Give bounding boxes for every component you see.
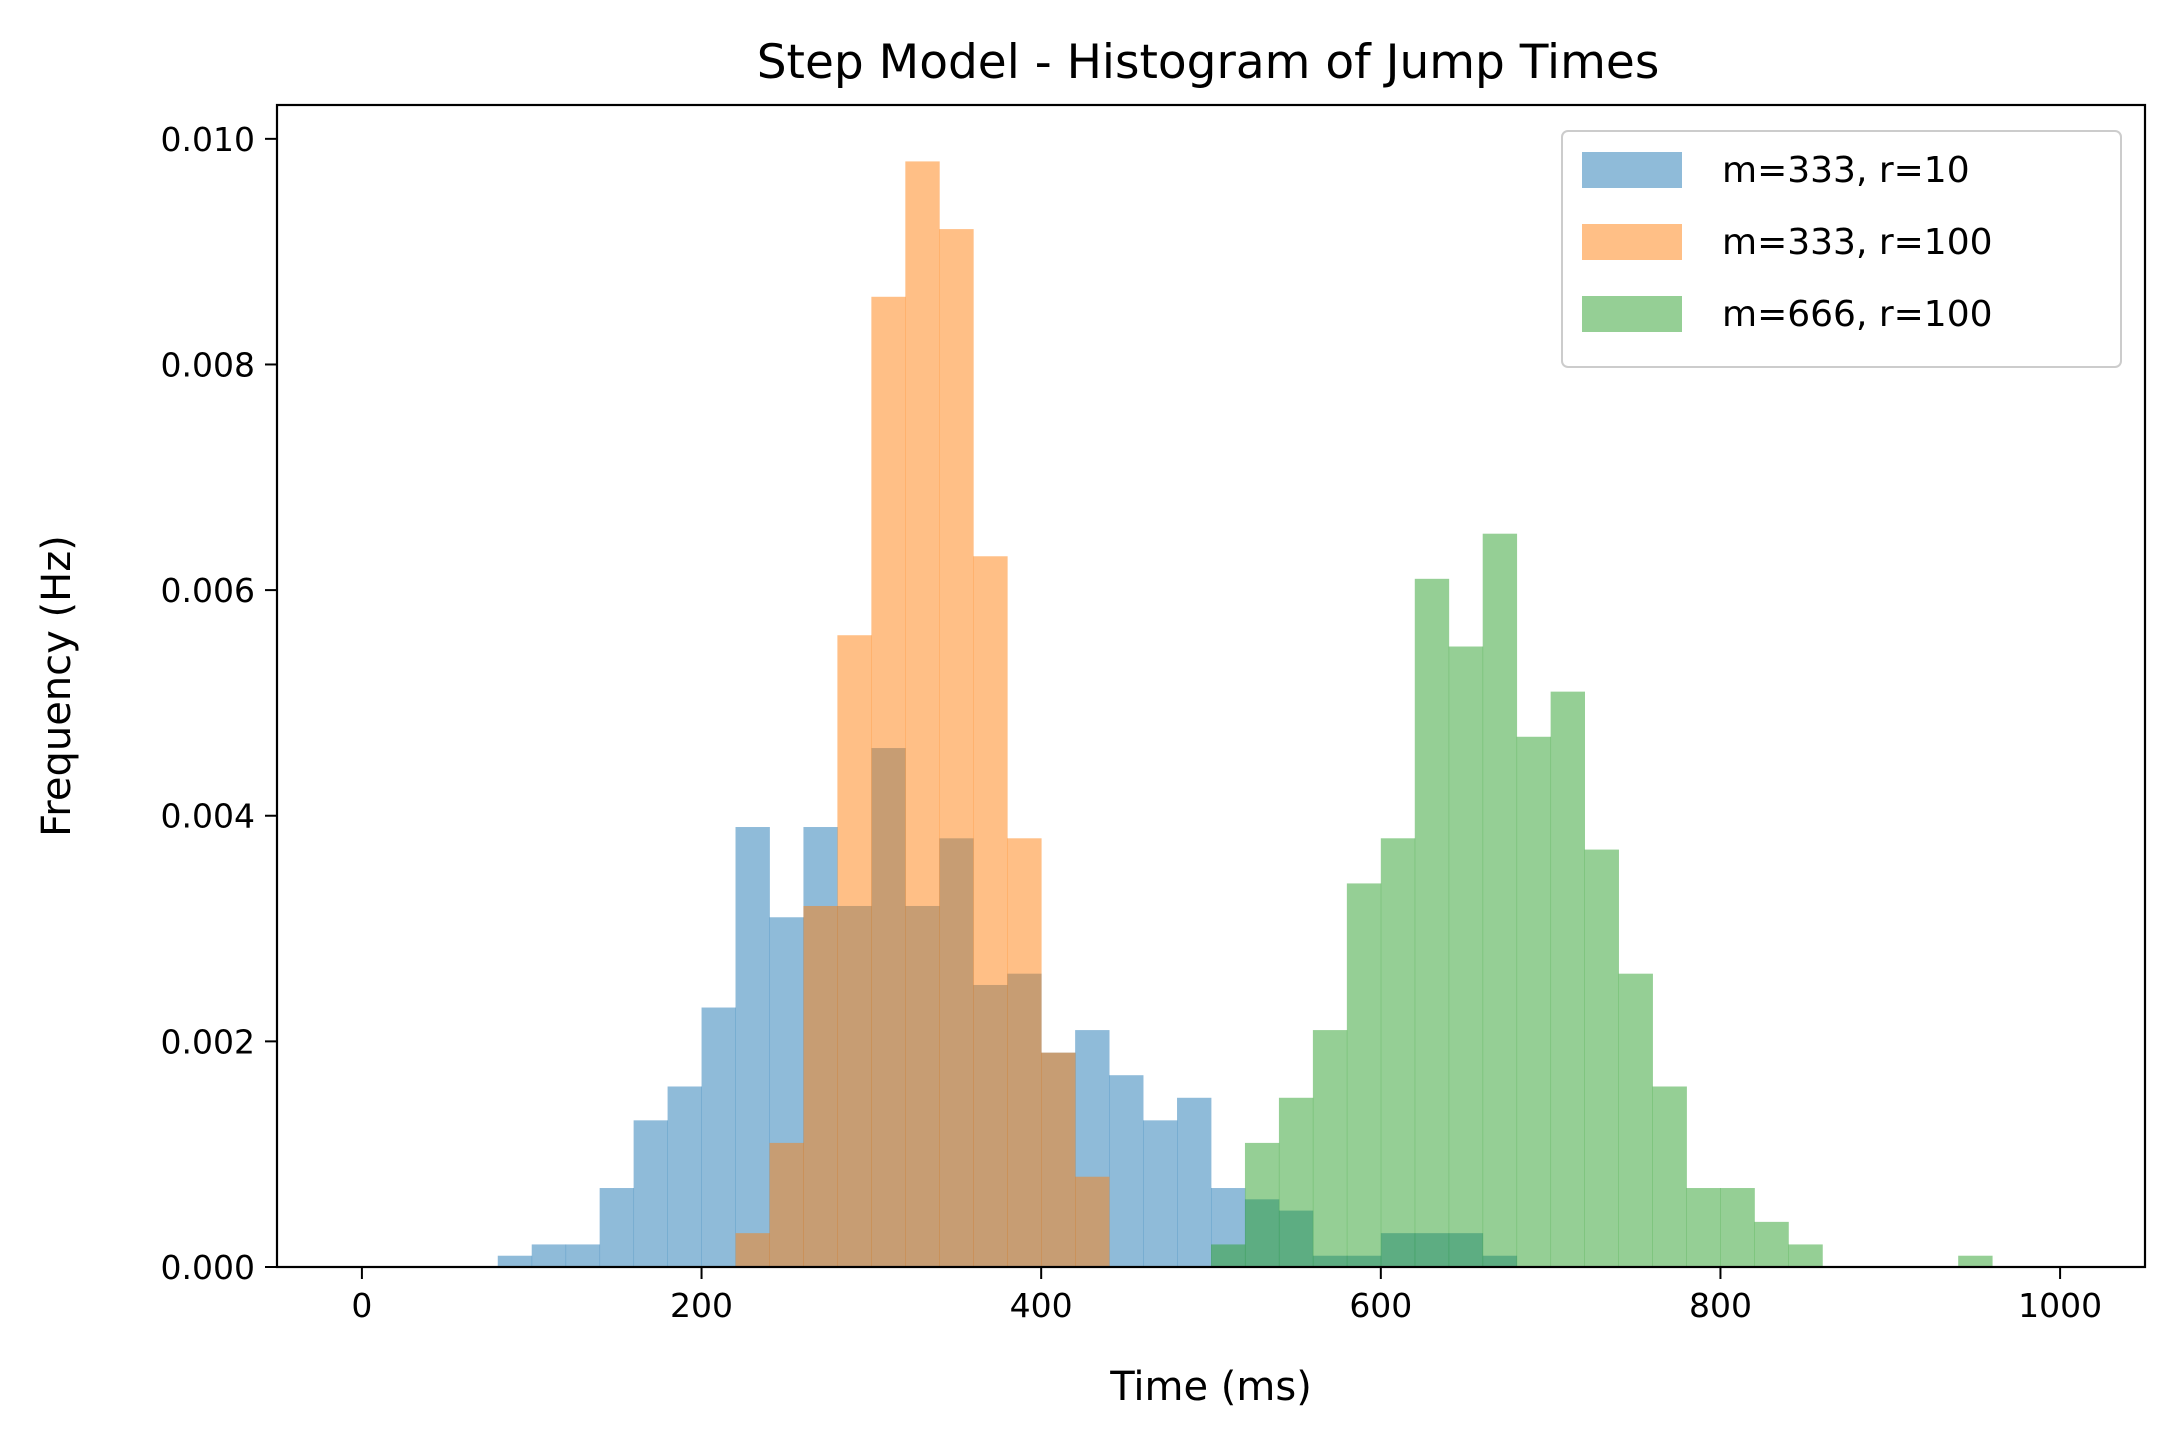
legend-frame [1561, 130, 2122, 368]
legend-swatch [1582, 296, 1682, 332]
histogram-bar [531, 1244, 567, 1267]
histogram-bar [1788, 1244, 1823, 1267]
y-tick-label: 0.010 [161, 120, 255, 159]
histogram-bar [1312, 1030, 1348, 1267]
y-tick-label: 0.004 [161, 797, 255, 836]
histogram-bar [1380, 838, 1416, 1267]
histogram-bar [1143, 1120, 1178, 1267]
histogram-bar [1346, 883, 1382, 1267]
histogram-bar [803, 905, 838, 1267]
axes-frame [275, 103, 2147, 1269]
histogram-bar [1652, 1086, 1687, 1267]
histogram-bar [1278, 1097, 1314, 1267]
x-tick-label: 200 [670, 1286, 733, 1325]
histogram-bar [769, 1142, 804, 1267]
y-axis-ticks: 0.000 0.002 0.004 0.006 0.008 0.010 [161, 120, 277, 1287]
x-tick-label: 0 [351, 1286, 372, 1325]
chart-title: Step Model - Histogram of Jump Times [757, 35, 1660, 90]
legend-swatch [1582, 152, 1682, 188]
histogram-bar [1754, 1221, 1789, 1267]
x-tick-label: 1000 [2018, 1286, 2102, 1325]
histogram-bar [1482, 533, 1518, 1267]
x-axis-ticks: 0 200 400 600 800 1000 [351, 1267, 2102, 1325]
histogram-bar [1007, 838, 1042, 1267]
legend: m=333, r=10 m=333, r=100 m=666, r=100 [1561, 130, 2122, 368]
histogram-bar [973, 556, 1008, 1267]
x-tick-label: 800 [1689, 1286, 1752, 1325]
series-2 [735, 161, 1110, 1268]
x-tick-label: 600 [1349, 1286, 1412, 1325]
histogram-bar [735, 827, 770, 1267]
legend-swatch [1582, 224, 1682, 260]
histogram-bar [565, 1244, 601, 1267]
y-tick-label: 0.002 [161, 1022, 255, 1061]
histogram-bar [939, 229, 974, 1268]
histogram-bar [1041, 1052, 1076, 1267]
histogram-bar [837, 635, 872, 1267]
histogram-bar [1244, 1142, 1280, 1267]
histogram-bar [1448, 646, 1484, 1267]
histogram-bar [735, 1233, 770, 1267]
histogram-bar [1686, 1188, 1721, 1267]
histogram-bar [1958, 1255, 1993, 1267]
x-tick-label: 400 [1010, 1286, 1073, 1325]
histogram-bar [1211, 1244, 1246, 1267]
legend-label: m=666, r=100 [1722, 294, 1993, 335]
series-3 [1211, 533, 1993, 1267]
y-tick-label: 0.000 [161, 1248, 255, 1287]
histogram-bar [1720, 1188, 1755, 1267]
histogram-bar [701, 1007, 736, 1267]
histogram-bar [1550, 691, 1585, 1267]
histogram-bar [497, 1255, 533, 1267]
histogram-bar [1177, 1097, 1212, 1267]
y-tick-label: 0.008 [161, 345, 255, 384]
histogram-bar [1414, 578, 1450, 1267]
histogram-bar [667, 1086, 702, 1267]
histogram-bar [905, 161, 940, 1268]
histogram-bar [1584, 849, 1619, 1267]
histogram-bar [599, 1188, 635, 1267]
plot-area [497, 161, 1993, 1268]
legend-label: m=333, r=100 [1722, 222, 1993, 263]
y-axis-label: Frequency (Hz) [34, 535, 80, 837]
x-axis-label: Time (ms) [1109, 1364, 1312, 1410]
y-tick-label: 0.006 [161, 571, 255, 610]
legend-label: m=333, r=10 [1722, 150, 1970, 191]
histogram-bar [871, 296, 906, 1268]
histogram-bar [1618, 973, 1653, 1267]
histogram-bar [1075, 1176, 1110, 1267]
histogram-bar [1109, 1075, 1144, 1267]
histogram-bar [1516, 736, 1552, 1267]
histogram-bar [633, 1120, 668, 1267]
